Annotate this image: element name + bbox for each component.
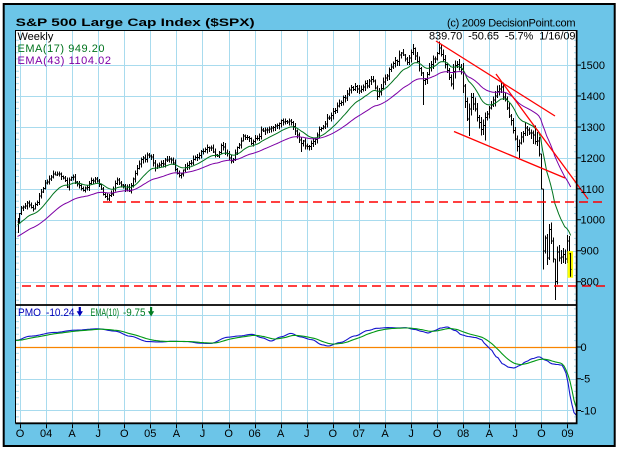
svg-text:O: O bbox=[16, 428, 25, 440]
svg-text:EMA(17) 949.20: EMA(17) 949.20 bbox=[18, 43, 105, 55]
svg-text:09: 09 bbox=[561, 428, 573, 440]
svg-text:900: 900 bbox=[581, 246, 599, 258]
svg-text:O: O bbox=[224, 428, 233, 440]
svg-text:0: 0 bbox=[581, 342, 587, 354]
svg-text:1500: 1500 bbox=[581, 60, 605, 72]
svg-text:A: A bbox=[173, 428, 181, 440]
svg-text:J: J bbox=[95, 428, 101, 440]
svg-text:O: O bbox=[120, 428, 129, 440]
svg-text:06: 06 bbox=[248, 428, 260, 440]
svg-text:S&P 500 Large Cap Index ($SPX): S&P 500 Large Cap Index ($SPX) bbox=[16, 17, 255, 29]
svg-text:1300: 1300 bbox=[581, 122, 605, 134]
svg-text:EMA(10): EMA(10) bbox=[91, 307, 120, 319]
svg-text:1100: 1100 bbox=[581, 184, 605, 196]
svg-text:O: O bbox=[433, 428, 442, 440]
svg-text:05: 05 bbox=[144, 428, 156, 440]
svg-text:-9.75: -9.75 bbox=[123, 307, 146, 319]
svg-text:04: 04 bbox=[40, 428, 52, 440]
svg-text:J: J bbox=[408, 428, 414, 440]
svg-text:EMA(43) 1104.02: EMA(43) 1104.02 bbox=[18, 55, 112, 67]
svg-text:O: O bbox=[537, 428, 546, 440]
svg-text:07: 07 bbox=[353, 428, 365, 440]
svg-text:(c) 2009 DecisionPoint.com: (c) 2009 DecisionPoint.com bbox=[447, 17, 576, 29]
svg-text:-10: -10 bbox=[581, 405, 597, 417]
svg-text:1400: 1400 bbox=[581, 91, 605, 103]
svg-text:08: 08 bbox=[457, 428, 469, 440]
svg-text:J: J bbox=[304, 428, 310, 440]
svg-text:800: 800 bbox=[581, 277, 599, 289]
svg-text:A: A bbox=[486, 428, 494, 440]
svg-text:-5: -5 bbox=[581, 374, 591, 386]
svg-text:839.70 -50.65 -5.7% 1/16/09: 839.70 -50.65 -5.7% 1/16/09 bbox=[429, 31, 576, 43]
svg-text:A: A bbox=[68, 428, 76, 440]
svg-text:1200: 1200 bbox=[581, 153, 605, 165]
svg-text:PMO: PMO bbox=[18, 307, 41, 319]
svg-text:Weekly: Weekly bbox=[18, 31, 54, 43]
svg-text:O: O bbox=[329, 428, 338, 440]
svg-text:J: J bbox=[200, 428, 206, 440]
svg-text:J: J bbox=[513, 428, 519, 440]
svg-text:A: A bbox=[381, 428, 389, 440]
svg-text:1000: 1000 bbox=[581, 215, 605, 227]
svg-text:-10.24: -10.24 bbox=[46, 307, 75, 319]
svg-text:A: A bbox=[277, 428, 285, 440]
